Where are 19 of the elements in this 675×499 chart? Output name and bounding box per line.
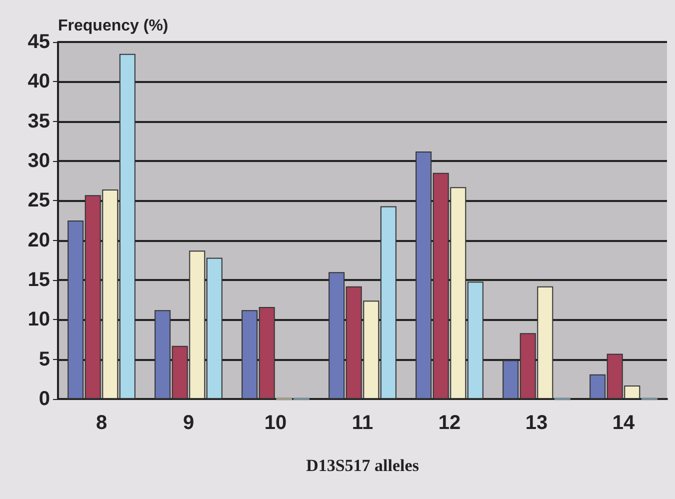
y-tick-label: 15 — [28, 269, 50, 291]
x-tick-label: 11 — [352, 412, 374, 434]
x-tick-label: 12 — [438, 412, 461, 434]
x-tick-label: 13 — [525, 412, 548, 434]
x-tick-label: 14 — [612, 412, 636, 434]
y-tick-label: 20 — [28, 229, 50, 252]
y-axis-title: Frequency (%) — [58, 18, 168, 34]
y-tick-label: 0 — [38, 388, 50, 410]
y-tick-label: 45 — [28, 31, 50, 53]
y-tick-label: 5 — [38, 348, 50, 370]
y-tick-label: 35 — [28, 110, 50, 132]
y-tick-label: 30 — [28, 150, 50, 172]
y-tick-label: 25 — [28, 190, 50, 212]
x-axis-title: D13S517 alleles — [306, 456, 420, 475]
x-tick-label: 10 — [264, 412, 287, 434]
y-tick-label: 10 — [28, 308, 50, 331]
x-tick-label: 8 — [96, 412, 108, 434]
x-tick-label: 9 — [182, 412, 194, 434]
y-tick-label: 40 — [28, 70, 50, 93]
